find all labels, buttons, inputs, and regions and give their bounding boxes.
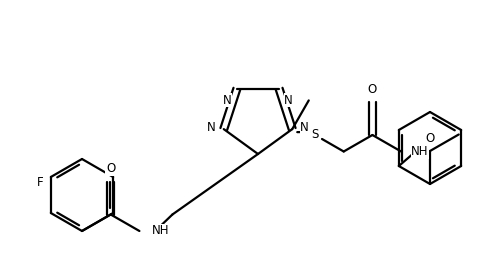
Text: F: F [37,176,44,189]
Text: S: S [311,128,319,142]
Text: NH: NH [411,145,428,158]
Text: NH: NH [151,225,169,238]
Text: N: N [300,120,309,134]
Text: O: O [106,163,115,176]
Text: N: N [284,94,293,107]
Text: N: N [223,94,232,107]
Text: O: O [368,83,377,96]
Text: N: N [207,120,216,134]
Text: O: O [425,132,434,145]
